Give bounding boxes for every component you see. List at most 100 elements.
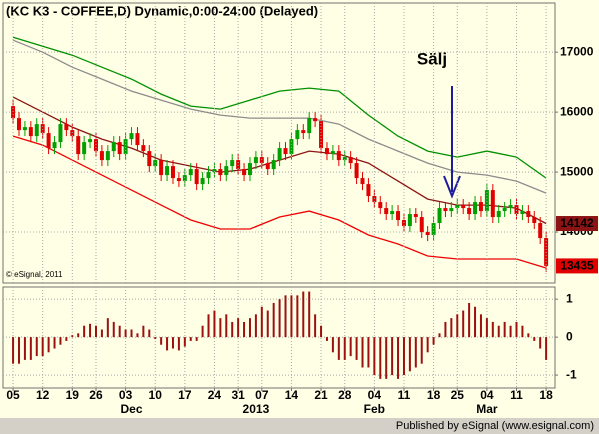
histogram-bar: [130, 329, 133, 338]
histogram-bar: [219, 318, 222, 338]
histogram-bar: [71, 335, 74, 338]
candle-body: [496, 211, 501, 218]
candle-body: [378, 202, 383, 209]
candle-body: [301, 130, 306, 134]
histogram-bar: [41, 337, 44, 357]
candle-body: [455, 205, 460, 209]
candle-body: [147, 151, 152, 167]
last-value-label: 13435: [560, 259, 594, 273]
candle-body: [473, 202, 478, 215]
x-tick-label: 11: [398, 388, 411, 402]
candle-body: [188, 169, 193, 176]
histogram-bar: [136, 333, 139, 338]
x-tick-label: 05: [6, 388, 20, 402]
last-value-box: [556, 258, 598, 274]
candle-body: [58, 124, 63, 143]
candle-body: [384, 208, 389, 215]
x-tick-label: 14: [285, 388, 299, 402]
candle-body: [484, 190, 489, 212]
histogram-bar: [521, 325, 524, 338]
histogram-bar: [59, 337, 62, 345]
candle-body: [437, 208, 442, 224]
candle-body: [313, 118, 318, 122]
candle-body: [99, 151, 104, 161]
candle-body: [532, 217, 537, 224]
histogram-bar: [450, 318, 453, 338]
month-label: 2013: [243, 402, 270, 416]
candle-body: [165, 166, 170, 176]
histogram-bar: [296, 295, 299, 338]
month-label: Feb: [364, 402, 385, 416]
candle-body: [141, 145, 146, 152]
histogram-bar: [509, 325, 512, 338]
histogram-bar: [166, 337, 169, 351]
histogram-bar: [527, 333, 530, 338]
histogram-bar: [361, 337, 364, 368]
candle-body: [342, 157, 347, 161]
histogram-bar: [485, 318, 488, 338]
candle-body: [354, 163, 359, 179]
histogram-bar: [100, 329, 103, 338]
histogram-bar: [391, 337, 394, 376]
candle-body: [52, 142, 57, 149]
footer-bar: [0, 418, 599, 434]
candle-body: [425, 232, 430, 236]
candle-body: [396, 211, 401, 221]
histogram-bar: [474, 306, 477, 338]
month-label: Dec: [121, 402, 143, 416]
candle-body: [129, 133, 134, 140]
histogram-bar: [47, 337, 50, 353]
histogram-bar: [462, 310, 465, 338]
candle-body: [70, 130, 75, 137]
candle-body: [283, 148, 288, 155]
candle-body: [194, 169, 199, 185]
x-tick-label: 19: [66, 388, 80, 402]
x-tick-label: 24: [208, 388, 222, 402]
candle-body: [123, 139, 128, 155]
histogram-bar: [414, 337, 417, 368]
histogram-bar: [497, 325, 500, 338]
histogram-bar: [243, 321, 246, 338]
price-panel: [2, 2, 556, 284]
y-tick-label: 17000: [560, 44, 594, 58]
histogram-bar: [438, 333, 441, 338]
histogram-bar: [379, 337, 382, 379]
histogram-bar: [189, 337, 192, 341]
x-tick-label: 25: [451, 388, 465, 402]
x-tick-label: 12: [36, 388, 50, 402]
histogram-bar: [533, 337, 536, 341]
candle-body: [307, 118, 312, 134]
histogram-bar: [94, 325, 97, 338]
chart-title: (KC K3 - COFFEE,D) Dynamic,0:00-24:00 (D…: [6, 3, 318, 18]
histogram-bar: [426, 337, 429, 353]
histogram-bar: [397, 337, 400, 379]
candle-body: [295, 130, 300, 140]
histogram-bar: [349, 337, 352, 357]
candle-body: [105, 151, 110, 161]
y-tick-label: 16000: [560, 104, 594, 118]
y-tick-label: 1: [566, 291, 573, 305]
histogram-bar: [515, 321, 518, 338]
candle-body: [443, 208, 448, 212]
footer: Published by eSignal (www.esignal.com): [396, 420, 594, 432]
candle-body: [111, 142, 116, 152]
annotation: Sälj: [417, 49, 447, 68]
histogram-bar: [284, 295, 287, 338]
histogram-bar: [385, 337, 388, 379]
histogram-bar: [237, 318, 240, 338]
histogram-bar: [308, 291, 311, 338]
histogram-bar: [491, 321, 494, 338]
histogram-bar: [207, 314, 210, 338]
histogram-bar: [432, 337, 435, 345]
candle-body: [407, 214, 412, 227]
histogram-bar: [272, 302, 275, 338]
candle-body: [182, 175, 187, 182]
y-tick-label: 0: [566, 329, 573, 343]
candle-body: [514, 205, 519, 215]
candle-body: [330, 151, 335, 155]
histogram-bar: [148, 329, 151, 338]
candle-body: [159, 160, 164, 176]
candle-body: [200, 178, 205, 185]
